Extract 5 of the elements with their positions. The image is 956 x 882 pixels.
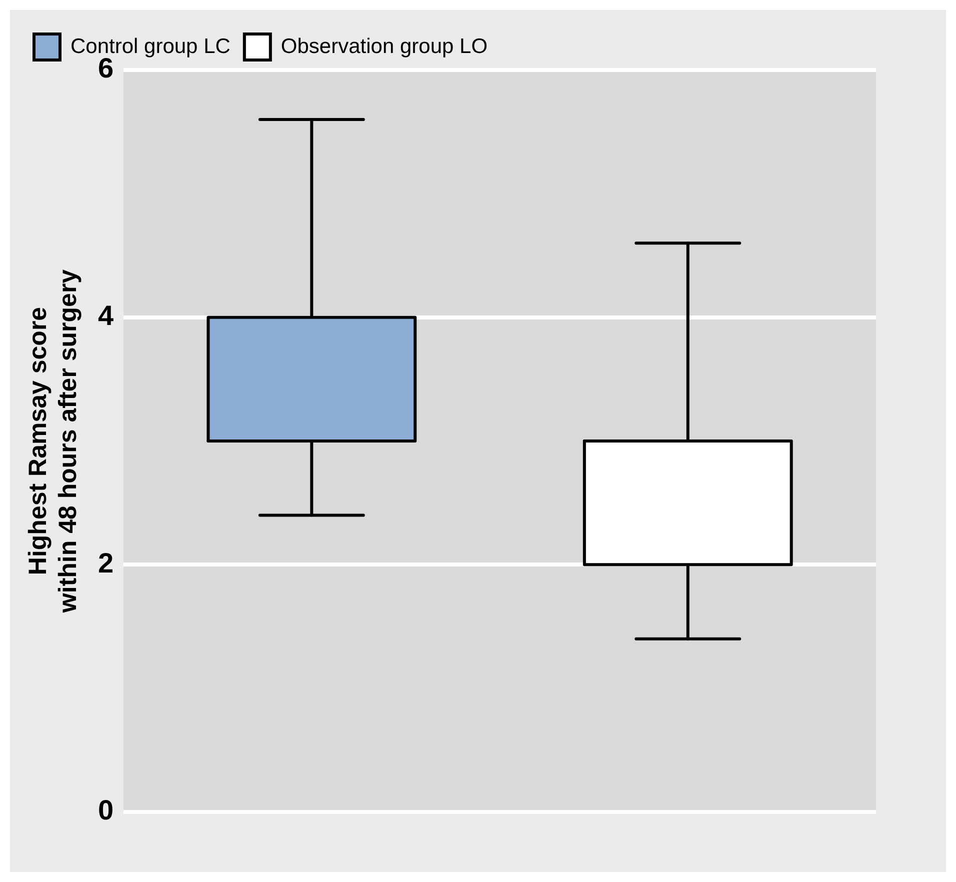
y-tick-label: 0 (98, 794, 114, 826)
legend-label: Observation group LO (280, 34, 488, 58)
y-axis-title: Highest Ramsay score within 48 hours after surgery (24, 269, 82, 614)
y-tick-label: 2 (98, 547, 114, 578)
y-tick-label: 4 (98, 300, 114, 332)
